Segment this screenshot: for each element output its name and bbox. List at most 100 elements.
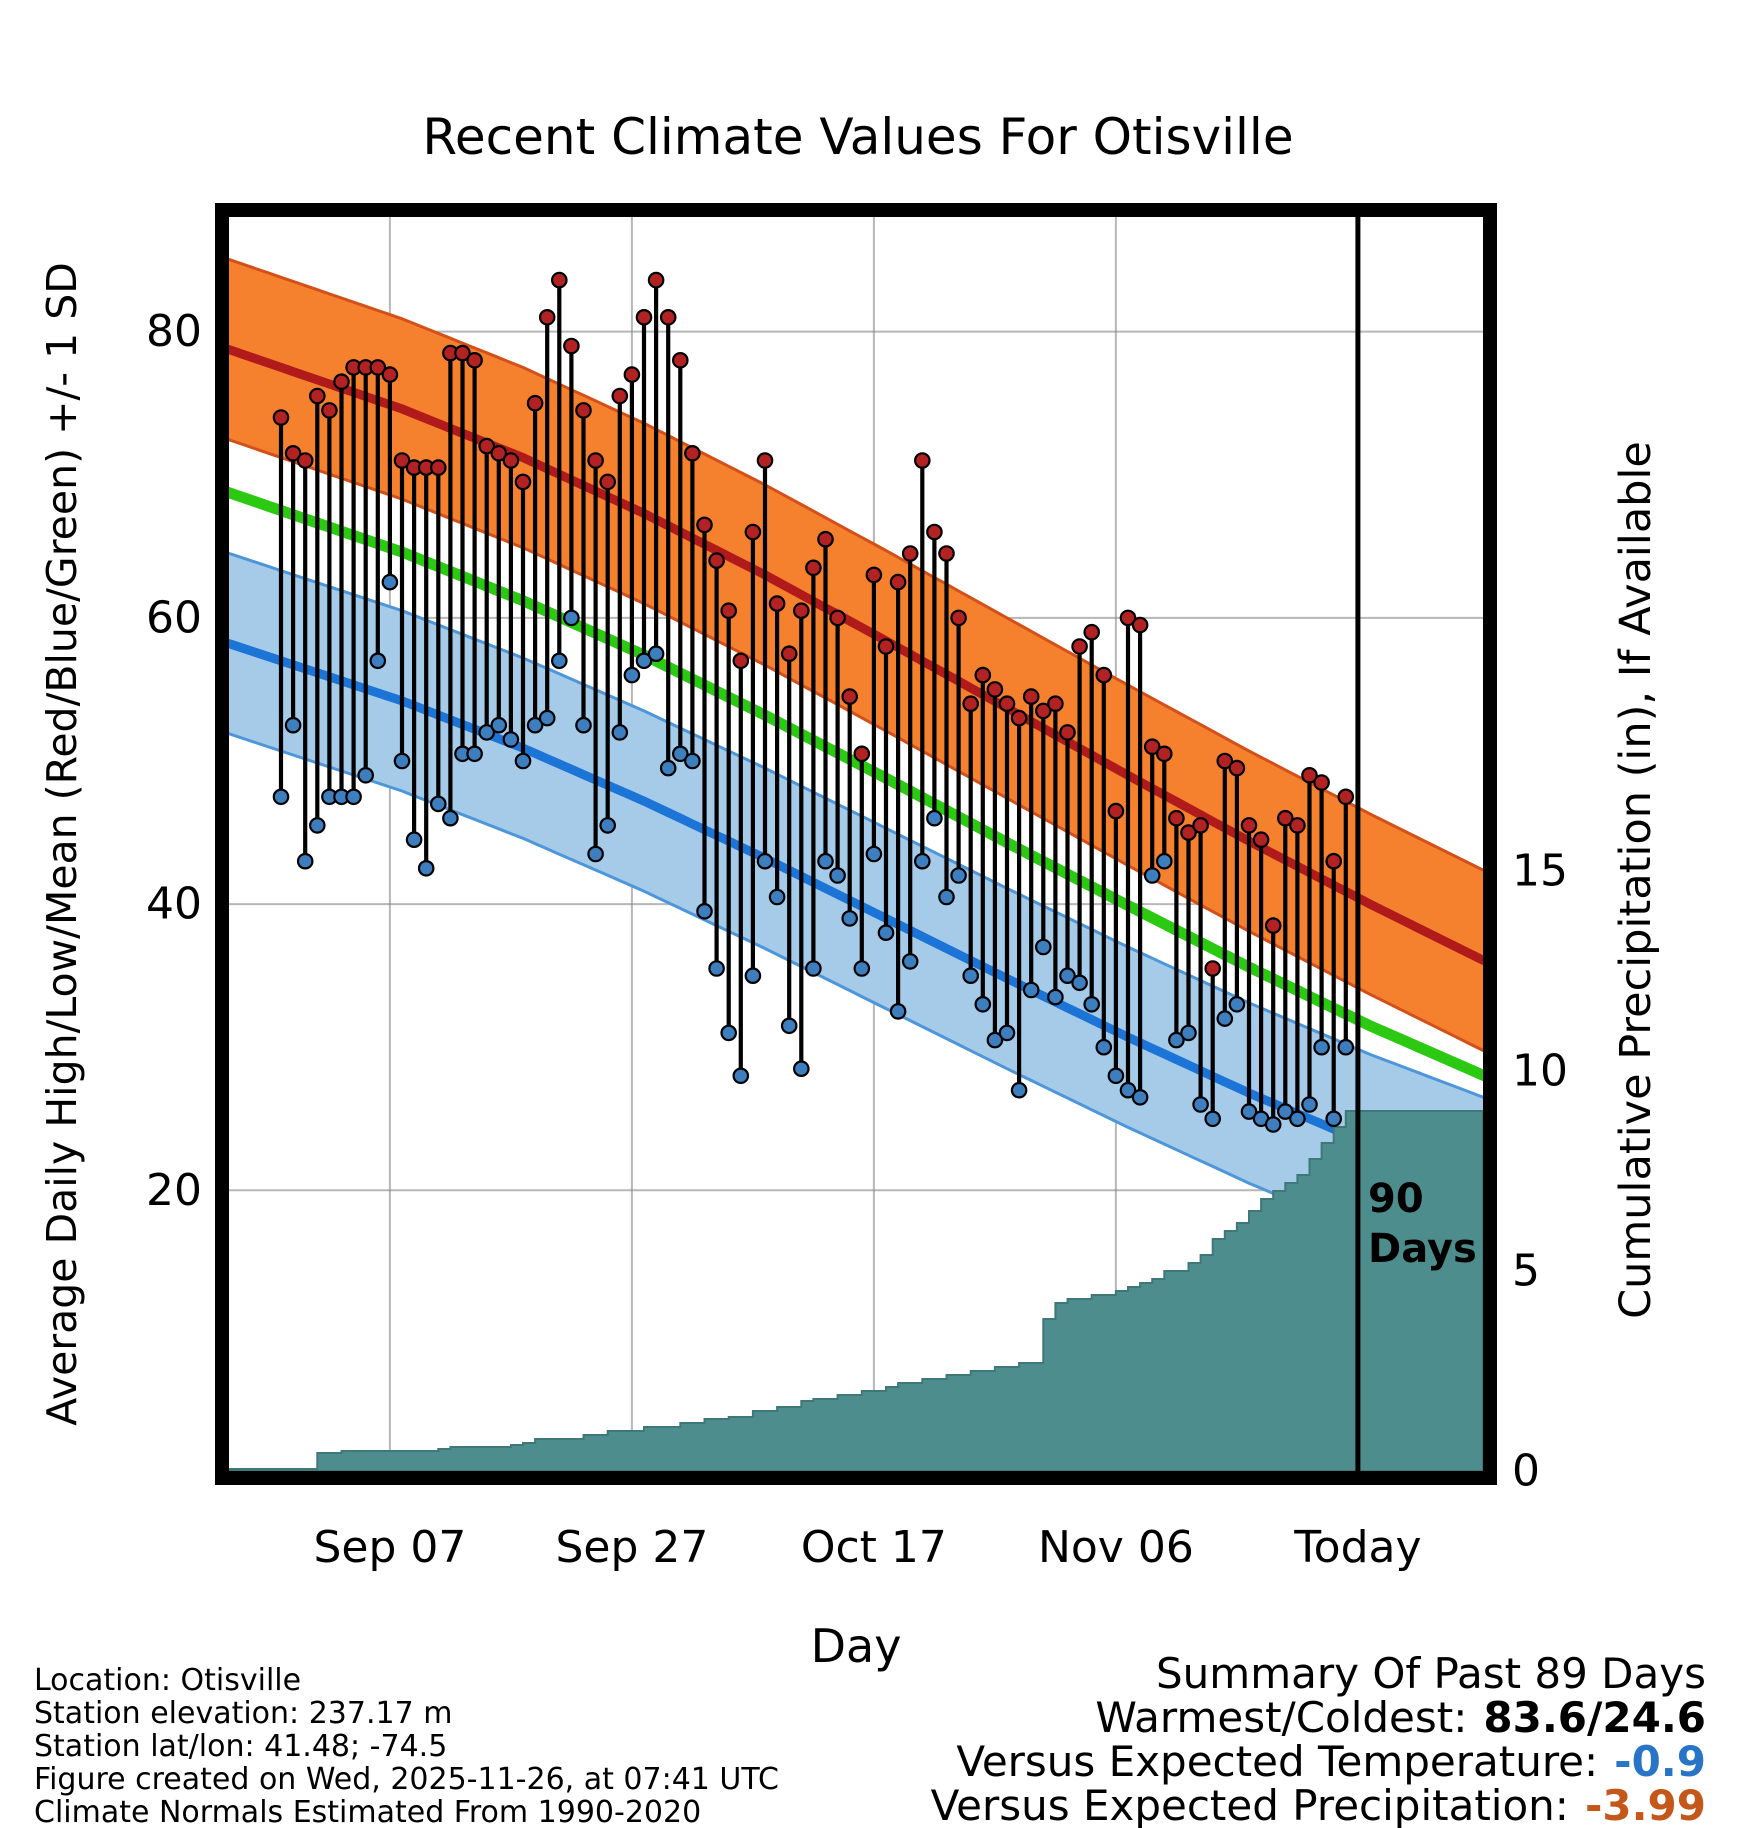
daily-high-dot — [1095, 666, 1113, 684]
daily-high-dot — [684, 444, 701, 462]
daily-high-dot — [1156, 745, 1173, 763]
daily-high-dot — [1337, 788, 1355, 806]
daily-low-dot — [792, 1060, 810, 1077]
daily-low-dot — [381, 573, 399, 591]
daily-high-dot — [1059, 724, 1076, 741]
daily-low-dot — [1180, 1024, 1197, 1042]
summary-precip-label: Versus Expected Precipitation: — [930, 1781, 1569, 1828]
daily-low-dot — [1071, 974, 1088, 992]
daily-low-dot — [1131, 1089, 1149, 1106]
daily-high-dot — [1143, 738, 1161, 755]
daily-low-dot — [1143, 867, 1161, 884]
daily-high-dot — [466, 351, 483, 369]
ninety-days-annotation-line2: Days — [1368, 1226, 1477, 1272]
daily-low-dot — [744, 967, 762, 984]
daily-high-dot — [962, 695, 979, 712]
daily-high-dot — [490, 444, 508, 462]
daily-high-dot — [671, 351, 689, 369]
daily-high-dot — [901, 545, 919, 562]
chart-drawing: 20 40 60 80 0 5 10 15 Sep 07 Sep 27 Oct 17 Nov 06 To… — [146, 203, 1568, 1573]
y-left-axis-label: Average Daily High/Low/Mean (Red/Blue/Gr… — [38, 262, 86, 1426]
daily-low-dot — [1313, 1038, 1330, 1056]
daily-low-dot — [478, 724, 495, 741]
daily-high-dot — [1228, 759, 1246, 777]
daily-low-dot — [550, 652, 568, 670]
x-tick-label: Sep 07 — [313, 1522, 466, 1573]
daily-low-dot — [345, 788, 362, 806]
daily-low-dot — [865, 845, 883, 863]
daily-low-dot — [974, 995, 992, 1013]
daily-high-dot — [1035, 702, 1052, 720]
daily-low-dot — [514, 752, 532, 770]
daily-low-dot — [877, 924, 895, 941]
daily-low-dot — [417, 859, 435, 877]
daily-low-dot — [768, 888, 786, 906]
daily-low-dot — [671, 745, 689, 763]
footer-elevation: Station elevation: 237.17 m — [34, 1696, 453, 1731]
daily-low-dot — [901, 953, 919, 970]
daily-high-dot — [1264, 917, 1282, 934]
summary-panel: Summary Of Past 89 Days Warmest/Coldest:… — [931, 1652, 1706, 1828]
daily-high-dot — [1216, 752, 1234, 770]
daily-high-dot — [659, 308, 677, 326]
daily-low-dot — [938, 888, 955, 906]
daily-high-dot — [1083, 623, 1100, 641]
daily-high-dot — [393, 452, 411, 469]
daily-low-dot — [805, 960, 822, 977]
daily-low-dot — [732, 1067, 750, 1085]
daily-high-dot — [1107, 802, 1125, 820]
daily-high-dot — [986, 681, 1004, 698]
daily-low-dot — [841, 910, 858, 927]
daily-high-dot — [853, 745, 871, 763]
y-left-tick-label: 40 — [146, 879, 202, 930]
daily-low-dot — [623, 666, 641, 684]
daily-low-dot — [986, 1031, 1004, 1049]
daily-low-dot — [1010, 1081, 1028, 1099]
daily-high-dot — [296, 452, 314, 469]
daily-high-dot — [429, 459, 447, 476]
daily-low-dot — [1095, 1038, 1113, 1056]
daily-high-dot — [1252, 831, 1270, 848]
daily-high-dot — [272, 409, 290, 426]
daily-high-dot — [550, 271, 568, 289]
daily-low-dot — [962, 967, 979, 984]
daily-low-dot — [647, 645, 665, 662]
daily-low-dot — [308, 817, 326, 834]
daily-high-dot — [587, 452, 604, 469]
daily-low-dot — [526, 716, 544, 734]
daily-low-dot — [1047, 988, 1064, 1006]
daily-high-dot — [333, 373, 350, 390]
daily-low-dot — [296, 852, 314, 870]
daily-low-dot — [538, 709, 556, 727]
daily-high-dot — [708, 552, 725, 569]
daily-high-dot — [1204, 960, 1221, 977]
daily-low-dot — [1083, 995, 1100, 1013]
daily-high-dot — [1180, 824, 1197, 841]
daily-low-dot — [696, 902, 713, 920]
daily-high-dot — [454, 344, 471, 362]
daily-low-dot — [780, 1017, 798, 1035]
y-right-tick-label: 15 — [1512, 846, 1568, 897]
daily-low-dot — [829, 867, 846, 884]
daily-low-dot — [1059, 967, 1076, 984]
daily-low-dot — [913, 852, 931, 870]
daily-low-dot — [1107, 1067, 1125, 1085]
ninety-days-annotation-line1: 90 — [1368, 1176, 1424, 1222]
daily-high-dot — [635, 308, 653, 326]
daily-low-dot — [284, 716, 302, 734]
daily-high-dot — [623, 366, 641, 383]
precip-area — [229, 1110, 1483, 1471]
daily-low-dot — [720, 1024, 737, 1042]
daily-low-dot — [708, 960, 725, 977]
daily-low-dot — [563, 609, 580, 627]
daily-low-dot — [502, 731, 520, 748]
daily-high-dot — [1240, 817, 1258, 834]
daily-high-dot — [877, 638, 895, 655]
daily-high-dot — [998, 695, 1016, 712]
summary-warmest-value: 83.6/24.6 — [1483, 1693, 1706, 1742]
daily-high-dot — [865, 566, 883, 584]
summary-heading: Summary Of Past 89 Days — [1156, 1649, 1706, 1698]
daily-low-dot — [357, 766, 374, 784]
daily-high-dot — [974, 666, 992, 684]
